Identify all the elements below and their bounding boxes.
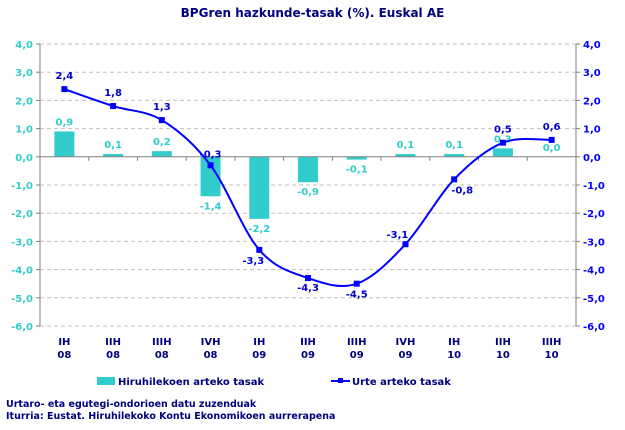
x-tick-label: IIIH	[152, 337, 172, 348]
legend-bar-label: Hiruhilekoen arteko tasak	[118, 377, 264, 388]
x-tick-label-year: 10	[447, 350, 461, 361]
bar-label: 0,1	[104, 140, 122, 151]
y-tick-label: 0,0	[15, 153, 33, 164]
line-marker	[207, 162, 214, 169]
legend-line-marker	[338, 378, 343, 383]
line-label: -0,3	[200, 149, 222, 160]
bar	[54, 131, 75, 157]
y2-tick-label: -6,0	[583, 322, 605, 333]
line-marker	[353, 280, 360, 287]
line-marker	[499, 139, 506, 146]
line-marker	[548, 136, 555, 143]
y-tick-label: -1,0	[11, 181, 33, 192]
x-tick-label-year: 08	[155, 350, 169, 361]
bar	[298, 156, 318, 183]
y2-tick-label: -5,0	[583, 294, 605, 305]
x-tick-label: IH	[253, 337, 265, 348]
bar-label: 0,1	[445, 140, 463, 151]
bar	[492, 148, 513, 157]
y-tick-label: -3,0	[11, 237, 33, 248]
line-marker	[256, 246, 263, 253]
bar-label: -2,2	[248, 224, 270, 235]
bar	[444, 153, 465, 157]
x-tick-label-year: 09	[301, 350, 315, 361]
bar	[103, 153, 124, 157]
x-tick-label: IIIH	[347, 337, 367, 348]
line-label: -4,5	[346, 290, 368, 301]
notes: Urtaro- eta egutegi-ondorioen datu zuzen…	[6, 399, 335, 423]
x-tick-label-year: 08	[57, 350, 71, 361]
y-tick-label: -4,0	[11, 266, 33, 277]
line-marker	[110, 103, 117, 110]
bar	[395, 153, 416, 157]
y-tick-label: 2,0	[15, 96, 33, 107]
bar-label: 0,0	[543, 143, 561, 154]
note-adjusted: Urtaro- eta egutegi-ondorioen datu zuzen…	[6, 399, 257, 410]
x-tick-label: IIH	[300, 337, 316, 348]
y2-tick-label: -2,0	[583, 209, 605, 220]
line-label: -3,1	[387, 230, 409, 241]
x-tick-label: IIH	[495, 337, 511, 348]
line-label: 1,8	[104, 88, 122, 99]
line-label: 0,5	[494, 125, 512, 136]
y-tick-label: 4,0	[15, 40, 33, 51]
x-tick-label: IH	[58, 337, 70, 348]
line-marker	[402, 241, 409, 248]
x-tick-label: IIH	[105, 337, 121, 348]
y-tick-label: -2,0	[11, 209, 33, 220]
y2-tick-label: 4,0	[583, 40, 601, 51]
line-label: -4,3	[297, 283, 319, 294]
x-tick-label: IVH	[201, 337, 221, 348]
bar-label: 0,1	[397, 140, 415, 151]
x-tick-label: IH	[448, 337, 460, 348]
y2-tick-label: 0,0	[583, 153, 601, 164]
y-tick-label: 3,0	[15, 68, 33, 79]
line-label: -3,3	[242, 256, 264, 267]
y2-tick-label: -4,0	[583, 266, 605, 277]
bar-label: 0,2	[153, 137, 171, 148]
bar-label: -1,4	[200, 201, 222, 212]
note-source: Iturria: Eustat. Hiruhilekoko Kontu Ekon…	[6, 411, 336, 422]
line-label: -0,8	[451, 185, 473, 196]
y2-tick-label: -1,0	[583, 181, 605, 192]
x-tick-label-year: 08	[204, 350, 218, 361]
bar	[249, 156, 270, 219]
x-tick-label: IVH	[396, 337, 416, 348]
line-marker	[451, 176, 458, 183]
y2-tick-label: 3,0	[583, 68, 601, 79]
x-tick-label-year: 10	[496, 350, 510, 361]
bar-label: -0,9	[297, 187, 319, 198]
x-tick-label-year: 09	[398, 350, 412, 361]
line-label: 1,3	[153, 102, 171, 113]
x-tick-label-year: 08	[106, 350, 120, 361]
bar-label: 0,9	[56, 117, 74, 128]
line-marker	[61, 86, 68, 93]
y-tick-label: -5,0	[11, 294, 33, 305]
line-label: 0,6	[543, 122, 561, 133]
x-tick-label-year: 09	[350, 350, 364, 361]
y-tick-label: 1,0	[15, 125, 33, 136]
bar	[151, 151, 172, 157]
y2-tick-label: 2,0	[583, 96, 601, 107]
line-marker	[158, 117, 165, 124]
y2-tick-label: 1,0	[583, 125, 601, 136]
bar	[200, 156, 221, 197]
legend-bar-swatch	[97, 377, 115, 385]
line-marker	[305, 275, 311, 282]
x-tick-label-year: 10	[545, 350, 559, 361]
chart-title: BPGren hazkunde-tasak (%). Euskal AE	[180, 6, 445, 20]
bar-label: -0,1	[346, 165, 368, 176]
x-tick-label: IIIH	[542, 337, 562, 348]
legend-line-label: Urte arteko tasak	[352, 377, 451, 388]
bar	[346, 156, 367, 160]
line-label: 2,4	[56, 71, 74, 82]
chart-svg: 4,0 4,0 3,0 3,0 2,0 2,0 1,0 1,0 0,0 0,0 -1,0 -1,0 -2…	[11, 40, 605, 388]
y2-tick-label: -3,0	[583, 237, 605, 248]
y-tick-label: -6,0	[11, 322, 33, 333]
x-tick-label-year: 09	[252, 350, 266, 361]
